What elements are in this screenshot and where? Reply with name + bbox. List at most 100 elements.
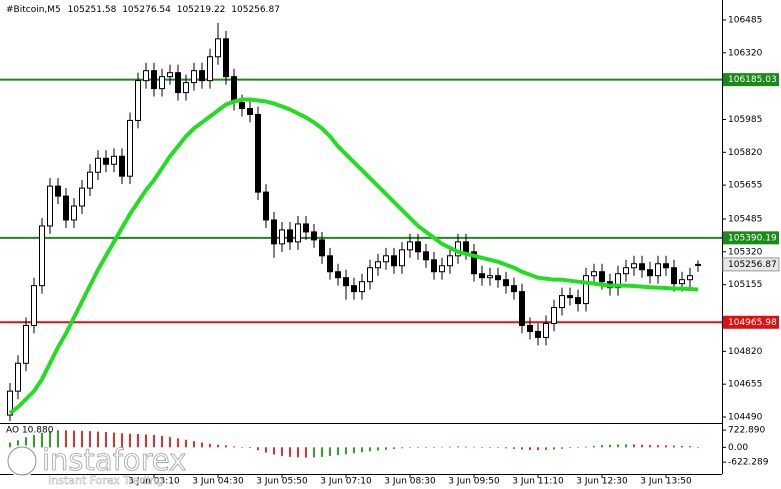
- ao-bar: [345, 447, 347, 455]
- candle-body: [247, 108, 253, 115]
- ao-bar: [633, 444, 635, 448]
- ao-bar: [65, 430, 67, 448]
- ao-bar: [297, 447, 299, 458]
- ao-bar: [649, 444, 651, 448]
- candle-body: [343, 277, 349, 287]
- ao-y-tick-label: -622.289: [728, 458, 769, 468]
- ao-bar: [449, 446, 451, 448]
- candle-body: [119, 155, 125, 177]
- candle-body: [431, 259, 437, 273]
- ao-bar: [673, 445, 675, 448]
- candle-body: [671, 267, 677, 285]
- ao-bar: [25, 437, 27, 448]
- ao-bar: [657, 445, 659, 448]
- ao-bar: [505, 447, 507, 449]
- level-label-box: [723, 231, 779, 245]
- ao-bar: [361, 447, 363, 453]
- ao-bar: [289, 447, 291, 457]
- x-tick-label: 3 Jun 05:50: [256, 477, 308, 487]
- y-tick-label: 105155: [728, 280, 762, 290]
- candle-body: [271, 219, 277, 245]
- logo-outline: [7, 446, 37, 476]
- candle-body: [679, 279, 685, 285]
- header-low: 105219.22: [177, 5, 226, 15]
- candle-body: [159, 76, 165, 90]
- ao-bar: [9, 442, 11, 448]
- level-label: 104965.98: [728, 318, 777, 328]
- level-label-box: [723, 73, 779, 87]
- ao-bar: [177, 438, 179, 448]
- candle-body: [663, 263, 669, 269]
- candle-body: [71, 205, 77, 221]
- header-close: 105256.87: [231, 5, 280, 15]
- candle-body: [295, 223, 301, 243]
- candle-body: [287, 229, 293, 243]
- ao-bar: [225, 445, 227, 448]
- candle-body: [215, 38, 221, 58]
- brand: instaforex: [42, 443, 186, 477]
- candle-body: [127, 119, 133, 177]
- candle-body: [551, 307, 557, 324]
- ao-bar: [353, 447, 355, 454]
- candle-body: [495, 275, 501, 281]
- candle-body: [263, 191, 269, 221]
- candle-body: [375, 261, 381, 269]
- ao-bar: [329, 447, 331, 457]
- candle-body: [7, 390, 13, 416]
- ao-bar: [185, 439, 187, 448]
- ao-bar: [81, 430, 83, 448]
- candle-body: [591, 271, 597, 277]
- ao-title: AO 10.880: [6, 426, 54, 436]
- candle-body: [519, 291, 525, 326]
- ao-bar: [273, 447, 275, 455]
- ao-bar: [385, 447, 387, 450]
- candle-body: [135, 80, 141, 121]
- candle-body: [479, 273, 485, 279]
- candle-body: [423, 251, 429, 261]
- ao-bar: [201, 442, 203, 448]
- ao-bar: [161, 435, 163, 448]
- candle-body: [239, 102, 245, 110]
- candle-body: [543, 322, 549, 338]
- candle-body: [511, 285, 517, 293]
- candle-body: [327, 255, 333, 273]
- candle-body: [471, 251, 477, 275]
- candle-body: [575, 297, 581, 305]
- ao-bar: [417, 447, 419, 448]
- price-label: 105256.87: [728, 260, 777, 270]
- tagline: Instant Forex Trading: [48, 474, 164, 487]
- x-tick-label: 3 Jun 12:30: [576, 477, 628, 487]
- ao-bar: [625, 444, 627, 448]
- ao-bar: [321, 447, 323, 457]
- ao-bar: [617, 444, 619, 448]
- ao-bar: [409, 447, 411, 448]
- ao-bar: [241, 447, 243, 448]
- ao-bar: [265, 447, 267, 453]
- ao-bar: [641, 444, 643, 448]
- x-tick-label: 3 Jun 08:30: [384, 477, 436, 487]
- candle-body: [463, 241, 469, 253]
- candle-body: [311, 231, 317, 241]
- level-label: 106185.03: [728, 75, 777, 85]
- ao-bar: [209, 443, 211, 448]
- candle-body: [351, 285, 357, 293]
- candle-body: [583, 275, 589, 305]
- candle-body: [55, 185, 61, 197]
- x-tick-label: 3 Jun 13:50: [640, 477, 692, 487]
- candle-body: [447, 255, 453, 267]
- ao-bar: [433, 447, 435, 448]
- candle-body: [391, 255, 397, 267]
- candle-body: [191, 70, 197, 84]
- candle-body: [151, 70, 157, 90]
- ao-bar: [257, 447, 259, 451]
- ao-bar: [89, 431, 91, 448]
- ao-bar: [145, 434, 147, 448]
- moving-average: [8, 97, 699, 415]
- y-tick-label: 106485: [728, 15, 762, 25]
- price-label-box: [722, 257, 780, 272]
- ao-bar: [137, 434, 139, 448]
- y-tick-label: 105655: [728, 181, 762, 191]
- ao-bar: [337, 447, 339, 456]
- y-tick-label: 105985: [728, 115, 762, 125]
- candle-body: [255, 113, 261, 193]
